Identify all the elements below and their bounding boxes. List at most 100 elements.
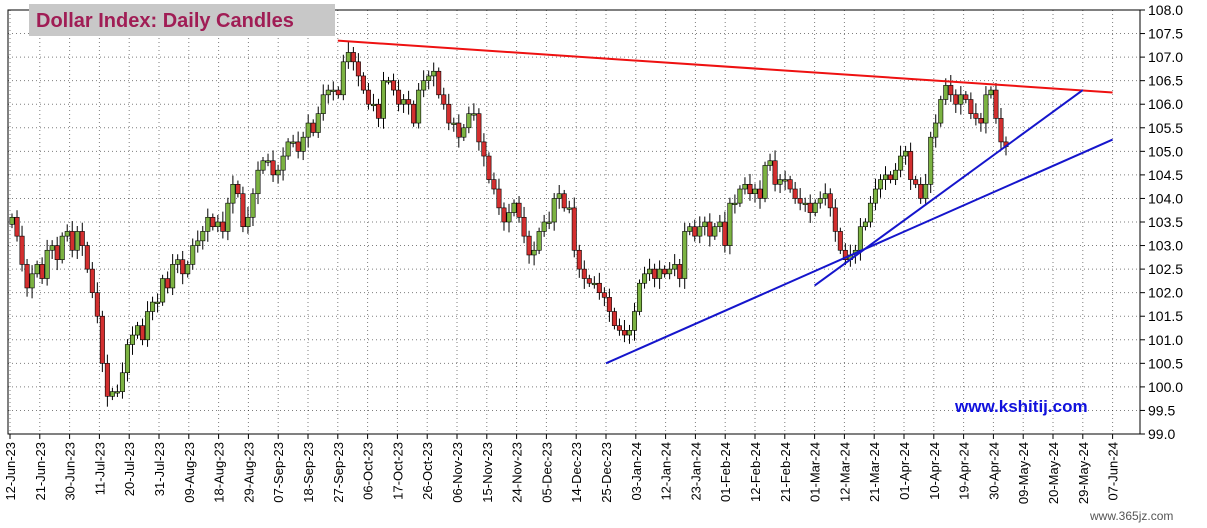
candle bbox=[496, 178, 502, 215]
candle-body bbox=[797, 198, 803, 204]
x-tick-label: 21-Feb-24 bbox=[778, 442, 793, 502]
candle-body bbox=[541, 221, 547, 232]
candle bbox=[150, 296, 156, 321]
candle bbox=[140, 318, 146, 346]
candle-body bbox=[747, 184, 753, 195]
candle bbox=[446, 93, 452, 131]
trendlines bbox=[337, 39, 1114, 365]
candle-body bbox=[888, 174, 894, 180]
candle-body bbox=[315, 113, 321, 133]
candle bbox=[948, 75, 954, 102]
candle bbox=[616, 318, 622, 336]
candle-body bbox=[275, 169, 281, 176]
candle bbox=[9, 213, 15, 229]
candle-body bbox=[114, 391, 120, 394]
candle bbox=[220, 211, 226, 239]
candle bbox=[466, 106, 472, 134]
candle bbox=[757, 180, 763, 209]
candle-body bbox=[712, 226, 718, 237]
x-tick-label: 20-Jul-23 bbox=[122, 442, 137, 496]
candle bbox=[280, 147, 286, 181]
candle-body bbox=[380, 80, 386, 119]
candle bbox=[903, 145, 909, 165]
candle-body bbox=[135, 325, 141, 336]
candle-body bbox=[396, 89, 402, 105]
candle-body bbox=[963, 94, 969, 100]
candle bbox=[988, 86, 994, 99]
candle bbox=[170, 254, 176, 296]
candle-body bbox=[365, 89, 371, 105]
candle bbox=[320, 84, 326, 121]
candle bbox=[491, 172, 497, 195]
candle-body bbox=[777, 179, 783, 185]
candle bbox=[441, 87, 447, 110]
candle bbox=[792, 181, 798, 204]
candle-body bbox=[325, 89, 331, 96]
trendline bbox=[814, 89, 1084, 287]
x-axis: 12-Jun-23 21-Jun-23 30-Jun-23 11-Jul-23 20-J… bbox=[3, 434, 1121, 504]
candle bbox=[787, 175, 793, 193]
candle bbox=[300, 131, 306, 161]
candle-body bbox=[466, 113, 472, 129]
candle bbox=[611, 307, 617, 330]
candle-body bbox=[446, 103, 452, 124]
candle bbox=[943, 78, 949, 105]
candle-body bbox=[968, 99, 974, 114]
candle bbox=[812, 199, 818, 217]
candle bbox=[335, 86, 341, 99]
candle-body bbox=[682, 231, 688, 279]
x-tick-label: 27-Sep-23 bbox=[331, 442, 346, 503]
candle bbox=[767, 153, 773, 171]
candle-body bbox=[230, 184, 236, 204]
candle-body bbox=[255, 169, 261, 195]
candle-body bbox=[767, 160, 773, 166]
candle bbox=[687, 222, 693, 236]
candle-body bbox=[431, 70, 437, 77]
candle bbox=[486, 152, 492, 184]
candle bbox=[421, 70, 427, 98]
candle bbox=[240, 186, 246, 233]
candle-body bbox=[235, 184, 241, 195]
candle-body bbox=[872, 188, 878, 204]
candle-body bbox=[536, 231, 542, 251]
candle bbox=[54, 236, 60, 271]
candle bbox=[807, 194, 813, 223]
candle-body bbox=[416, 89, 422, 124]
x-tick-label: 10-Apr-24 bbox=[927, 442, 942, 500]
candle bbox=[963, 91, 969, 104]
candle-body bbox=[150, 301, 156, 312]
candle-body bbox=[752, 188, 758, 195]
candle bbox=[305, 114, 311, 148]
candle bbox=[195, 230, 201, 253]
candle-body bbox=[923, 184, 929, 199]
candle bbox=[375, 98, 381, 128]
candle-body bbox=[893, 169, 899, 180]
candle-body bbox=[832, 207, 838, 232]
candle-body bbox=[370, 103, 376, 107]
x-tick-label: 06-Oct-23 bbox=[361, 442, 376, 500]
candle-body bbox=[702, 221, 708, 228]
candle bbox=[325, 84, 331, 104]
candle-body bbox=[722, 221, 728, 246]
candle-body bbox=[822, 193, 828, 199]
candle-body bbox=[827, 193, 833, 209]
candle bbox=[14, 210, 20, 242]
candle-body bbox=[451, 122, 457, 125]
candle bbox=[727, 197, 733, 255]
candle-body bbox=[732, 202, 738, 205]
candle bbox=[536, 227, 542, 255]
candle bbox=[652, 263, 658, 288]
candle bbox=[642, 266, 648, 289]
candle-body bbox=[782, 179, 788, 182]
x-tick-label: 30-Apr-24 bbox=[986, 442, 1001, 500]
candle bbox=[330, 81, 336, 101]
candle bbox=[345, 42, 351, 69]
candle-body bbox=[265, 160, 271, 163]
candle-body bbox=[245, 216, 251, 228]
candle bbox=[521, 206, 527, 244]
x-tick-label: 01-Apr-24 bbox=[897, 442, 912, 500]
y-tick-label: 108.0 bbox=[1148, 2, 1183, 18]
candle-body bbox=[54, 245, 60, 260]
candle-body bbox=[375, 103, 381, 119]
candle bbox=[74, 226, 80, 259]
